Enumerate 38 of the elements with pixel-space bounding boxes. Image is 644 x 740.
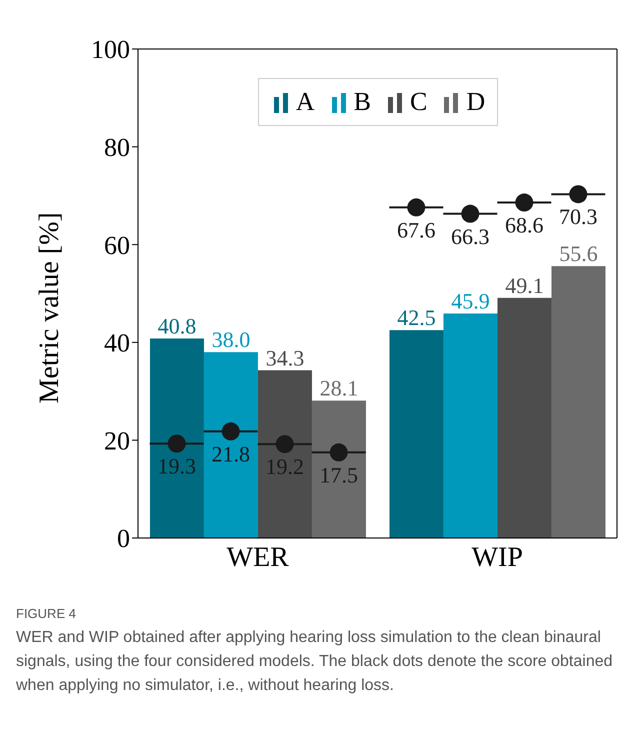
- y-tick-label: 80: [104, 133, 130, 162]
- data-label: 70.3: [559, 204, 598, 230]
- bar: [443, 314, 498, 538]
- data-label: 19.3: [158, 454, 196, 479]
- data-label: 34.3: [266, 345, 304, 370]
- bar: [258, 370, 312, 538]
- legend-label: C: [410, 87, 428, 117]
- bar: [551, 266, 606, 538]
- bar: [389, 330, 444, 538]
- bar: [497, 298, 552, 538]
- data-label: 45.9: [451, 288, 490, 314]
- data-label: 42.5: [397, 305, 436, 330]
- data-label: 67.6: [397, 217, 436, 242]
- y-tick-label: 40: [104, 328, 130, 358]
- data-label: 68.6: [505, 212, 544, 238]
- bar: [150, 338, 204, 538]
- data-label: 21.8: [212, 441, 250, 466]
- y-tick-label: 100: [91, 35, 130, 64]
- y-axis-title: Metric value [%]: [34, 212, 65, 404]
- data-label: 49.1: [505, 272, 544, 298]
- caption: FIGURE 4: [16, 605, 77, 623]
- data-label: 28.1: [320, 376, 358, 401]
- y-tick-label: 60: [104, 230, 130, 260]
- y-tick-label: 20: [104, 426, 130, 456]
- data-label: 38.0: [212, 327, 250, 352]
- y-tick-label: 0: [117, 524, 130, 554]
- legend-label: A: [296, 87, 315, 117]
- data-label: 40.8: [158, 313, 196, 338]
- legend-label: B: [354, 87, 371, 117]
- x-tick-label: WIP: [472, 542, 523, 573]
- legend-label: D: [466, 87, 486, 117]
- bar: [312, 400, 366, 538]
- data-label: 55.6: [559, 241, 598, 266]
- data-label: 17.5: [320, 462, 358, 488]
- bar: [204, 352, 258, 538]
- x-tick-label: WER: [226, 542, 290, 573]
- data-label: 66.3: [451, 224, 490, 249]
- text: WER and WIP obtained after applying hearing loss simulation to the clean binaural signals, using the four considered models. The black dots denote the score obtained when applying no simulator, i.e., without hearing loss.: [16, 628, 614, 696]
